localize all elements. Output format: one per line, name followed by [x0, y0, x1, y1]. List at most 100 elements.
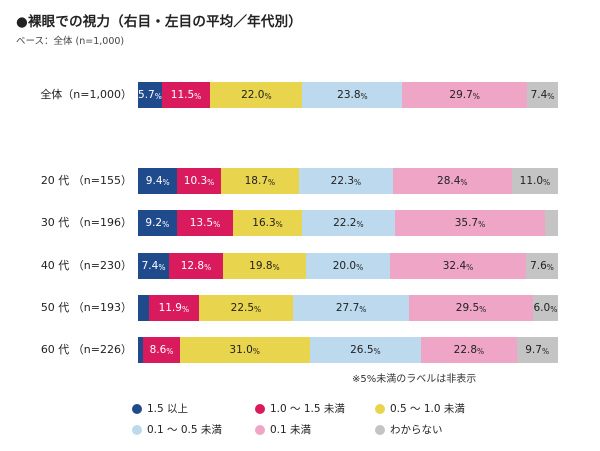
- data-label: 6.0%: [533, 302, 558, 314]
- bar-segment: 8.6%: [143, 337, 180, 363]
- data-label: 18.7%: [244, 175, 276, 187]
- legend-swatch: [375, 424, 385, 435]
- footnote: ※5%未満のラベルは非表示: [352, 374, 477, 385]
- data-label: 31.0%: [229, 344, 260, 356]
- data-label: 9.2%: [145, 217, 170, 229]
- bar-segment: 23.8%: [302, 82, 403, 108]
- data-label: 9.7%: [525, 344, 550, 356]
- bar-segment: 13.5%: [176, 210, 234, 236]
- bar-segment: 5.7%: [138, 82, 162, 108]
- data-label: 5.7%: [138, 89, 162, 101]
- data-label: 35.7%: [454, 217, 486, 229]
- bar-segment: 22.5%: [198, 295, 294, 321]
- bar-segment: 28.4%: [392, 168, 512, 194]
- data-label: 10.3%: [183, 175, 215, 187]
- legend-label: 1.5 以上: [147, 403, 189, 415]
- row-label: 60 代 （n=226）: [40, 343, 132, 356]
- bar-segment: 12.8%: [169, 253, 223, 279]
- legend-item: 1.5 以上: [132, 401, 188, 416]
- stacked-bar: 9.4% 10.3% 18.7% 22.3% 28.4% 11.0%: [138, 168, 558, 194]
- row-label: 20 代 （n=155）: [40, 174, 132, 187]
- stacked-bar: 9.2% 13.5% 16.3% 22.2% 35.7%: [138, 210, 558, 236]
- data-label: 20.0%: [332, 260, 364, 272]
- data-label: 9.4%: [145, 175, 170, 187]
- legend-label: 1.0 〜 1.5 未満: [270, 403, 345, 415]
- bar-segment: 31.0%: [179, 337, 310, 363]
- bar-segment: 11.0%: [511, 168, 558, 194]
- data-label: 23.8%: [337, 89, 368, 101]
- legend-label: わからない: [390, 424, 443, 436]
- legend-swatch: [255, 424, 265, 435]
- data-label: 22.3%: [330, 175, 362, 187]
- bar-segment: 9.4%: [138, 168, 178, 194]
- bar-segment: 7.4%: [526, 82, 559, 108]
- bar-segment: 32.4%: [389, 253, 527, 279]
- stacked-bar: 8.6% 31.0% 26.5% 22.8% 9.7%: [138, 337, 558, 363]
- bar-segment: 27.7%: [293, 295, 410, 321]
- bar-segment: 22.3%: [299, 168, 393, 194]
- legend-swatch: [255, 403, 265, 414]
- stacked-bar: 5.7% 11.5% 22.0% 23.8% 29.7% 7.4%: [138, 82, 559, 108]
- legend-label: 0.1 〜 0.5 未満: [147, 424, 222, 436]
- data-label: 29.5%: [455, 302, 487, 314]
- data-label: 27.7%: [335, 302, 367, 314]
- legend-swatch: [132, 424, 142, 435]
- legend-swatch: [132, 403, 142, 414]
- data-label: 22.0%: [241, 89, 272, 101]
- legend-label: 0.1 未満: [270, 424, 312, 436]
- bar-segment: 9.7%: [516, 337, 558, 363]
- data-label: 32.4%: [442, 260, 474, 272]
- legend-item: 0.1 〜 0.5 未満: [132, 422, 222, 437]
- data-label: 11.0%: [519, 175, 551, 187]
- legend-item: 0.5 〜 1.0 未満: [375, 401, 465, 416]
- bar-segment: 7.4%: [138, 253, 170, 279]
- bar-segment: 16.3%: [233, 210, 302, 236]
- data-label: 7.6%: [530, 260, 554, 272]
- data-label: 28.4%: [437, 175, 468, 187]
- legend-item: 1.0 〜 1.5 未満: [255, 401, 345, 416]
- bar-segment: 26.5%: [309, 337, 422, 363]
- row-label: 30 代 （n=196）: [40, 216, 132, 229]
- data-label: 8.6%: [149, 344, 174, 356]
- bar-segment: 20.0%: [305, 253, 390, 279]
- chart-title: ●裸眼での視力（右目・左目の平均／年代別）: [16, 14, 302, 30]
- bar-segment: 11.9%: [148, 295, 199, 321]
- legend-swatch: [375, 403, 385, 414]
- stacked-bar: 11.9% 22.5% 27.7% 29.5% 6.0%: [138, 295, 558, 321]
- bar-segment: 7.6%: [526, 253, 558, 279]
- bar-segment: 35.7%: [395, 210, 545, 236]
- row-label: 全体（n=1,000）: [40, 88, 132, 101]
- bar-segment: 11.5%: [161, 82, 211, 108]
- legend-item: 0.1 未満: [255, 422, 311, 437]
- data-label: 22.2%: [333, 217, 364, 229]
- bar-segment: [544, 210, 558, 236]
- data-label: 11.5%: [170, 89, 202, 101]
- data-label: 11.9%: [158, 302, 190, 314]
- legend-label: 0.5 〜 1.0 未満: [390, 403, 465, 415]
- bar-segment: 22.8%: [421, 337, 517, 363]
- data-label: 16.3%: [252, 217, 283, 229]
- data-label: 29.7%: [449, 89, 480, 101]
- legend-item: わからない: [375, 422, 443, 437]
- data-label: 19.8%: [249, 260, 280, 272]
- bar-segment: 22.0%: [210, 82, 303, 108]
- data-label: 12.8%: [180, 260, 212, 272]
- bar-segment: 6.0%: [532, 295, 558, 321]
- data-label: 26.5%: [350, 344, 381, 356]
- data-label: 7.4%: [141, 260, 166, 272]
- bar-segment: 22.2%: [301, 210, 395, 236]
- data-label: 7.4%: [530, 89, 555, 101]
- bar-segment: 29.7%: [402, 82, 527, 108]
- bar-segment: 9.2%: [138, 210, 177, 236]
- bar-segment: 10.3%: [177, 168, 221, 194]
- bar-segment: 19.8%: [222, 253, 306, 279]
- data-label: 22.8%: [453, 344, 485, 356]
- bar-segment: 18.7%: [220, 168, 300, 194]
- bar-segment: [138, 295, 149, 321]
- row-label: 50 代 （n=193）: [40, 301, 132, 314]
- bar-segment: 29.5%: [409, 295, 533, 321]
- data-label: 22.5%: [230, 302, 262, 314]
- stacked-bar: 7.4% 12.8% 19.8% 20.0% 32.4% 7.6%: [138, 253, 558, 279]
- bar-segment: [138, 337, 144, 363]
- row-label: 40 代 （n=230）: [40, 259, 132, 272]
